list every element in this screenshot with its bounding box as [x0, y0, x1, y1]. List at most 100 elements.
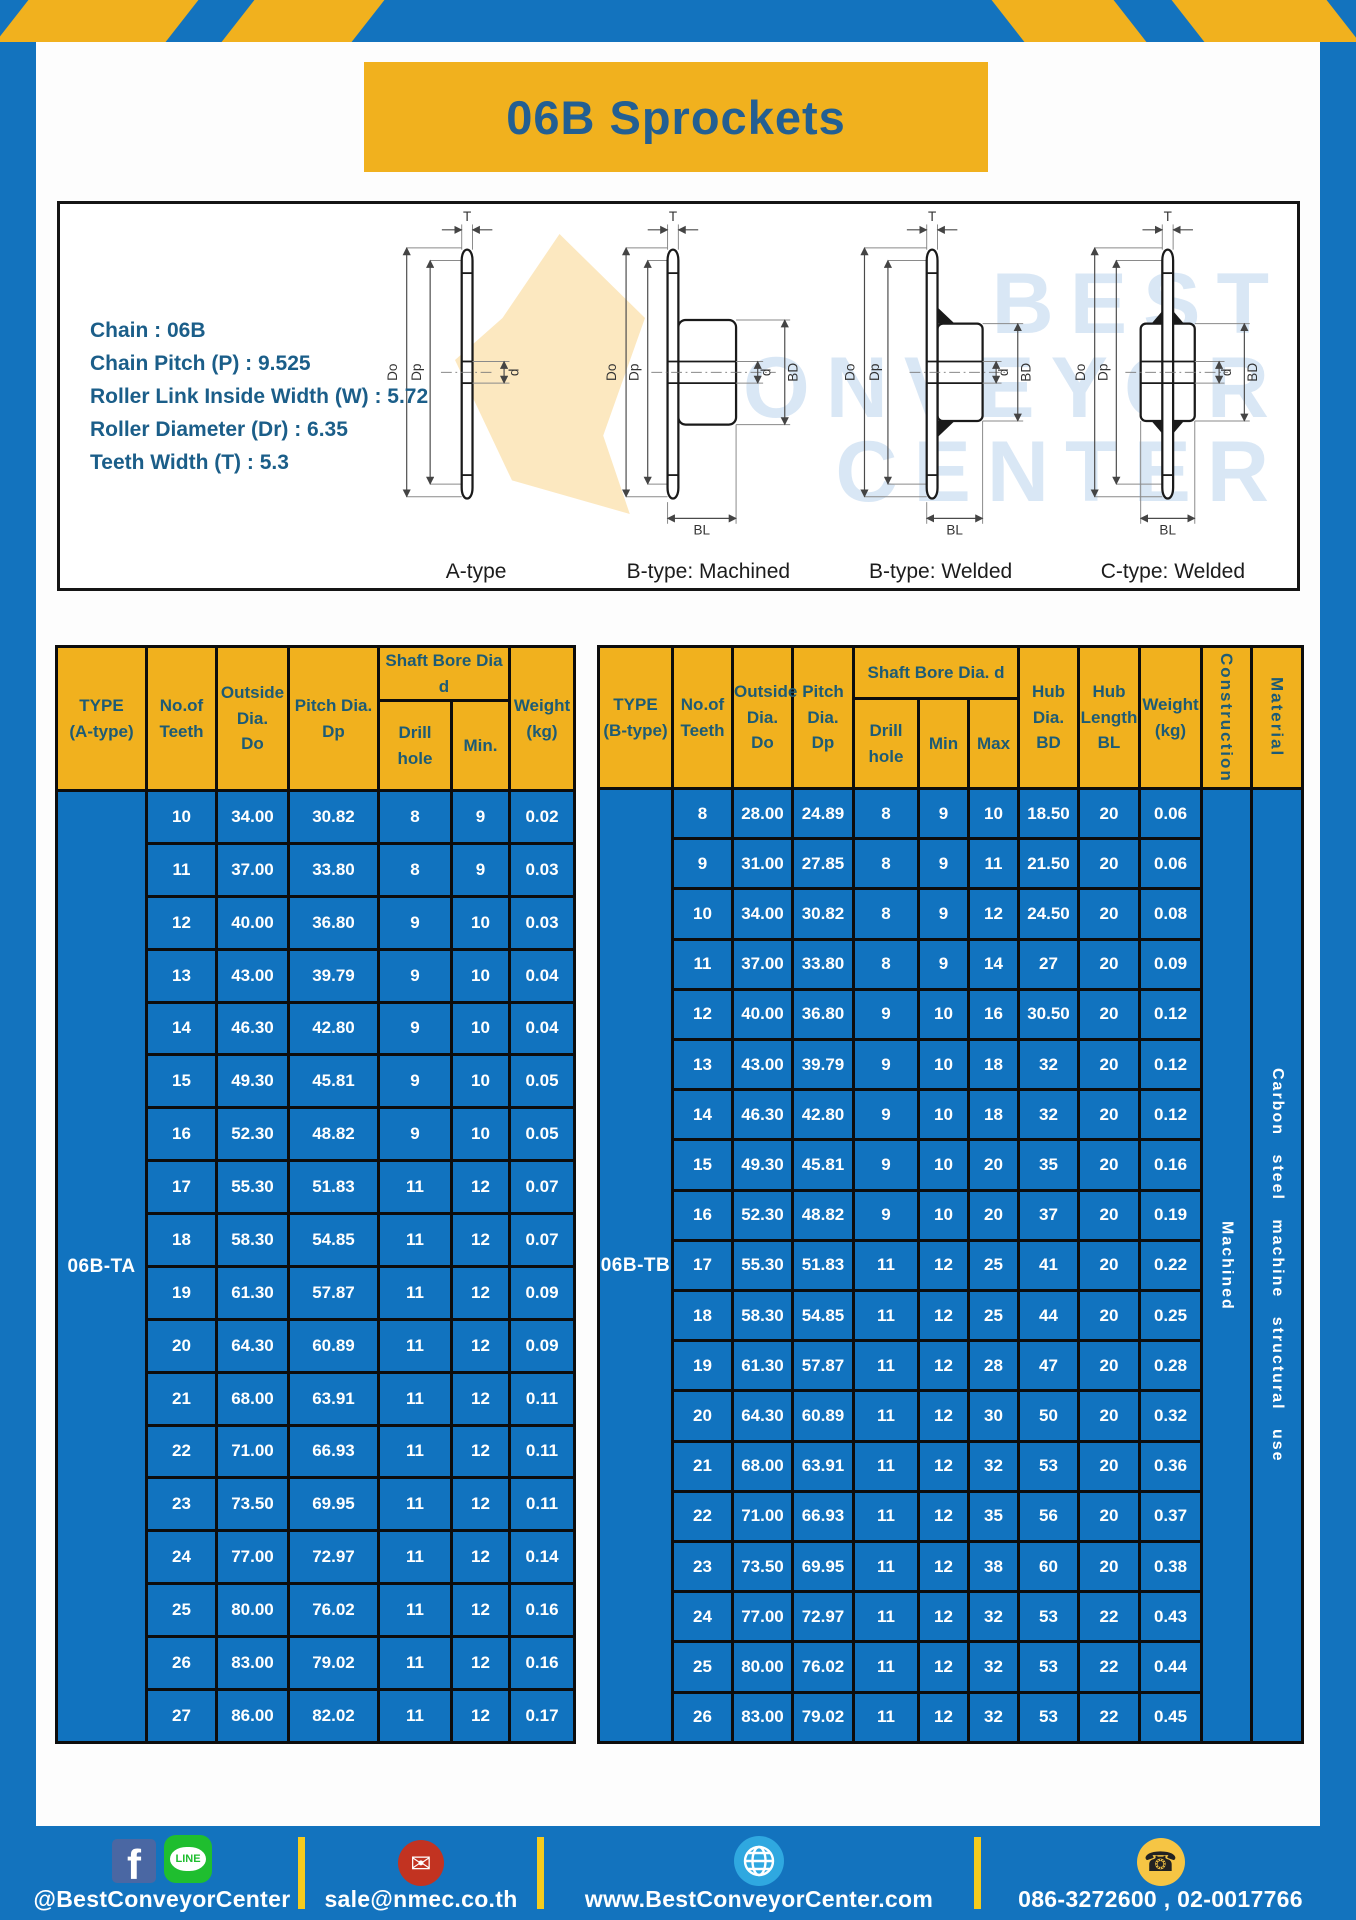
table-row: 19 61.30 57.87 11 12 28 47 20 0.28	[599, 1339, 1303, 1393]
table-cell: 10	[671, 887, 734, 941]
table-cell: 20	[1077, 937, 1141, 991]
decor-stripe	[0, 0, 202, 42]
table-cell: 11	[377, 1264, 453, 1321]
table-cell: 48.82	[287, 1106, 380, 1163]
table-cell: 61.30	[731, 1339, 794, 1393]
diagram-caption: C-type: Welded	[1100, 560, 1246, 583]
table-cell: 17	[145, 1159, 218, 1215]
table-cell: 10	[145, 789, 218, 845]
table-cell: 0.43	[1138, 1590, 1203, 1644]
table-cell: 12	[450, 1423, 511, 1480]
table-cell: 36.80	[791, 987, 855, 1042]
table-cell: 12	[450, 1582, 511, 1638]
phone-icon[interactable]: ☎	[1136, 1838, 1185, 1886]
phone-numbers[interactable]: 086-3272600 , 02-0017766	[1018, 1886, 1303, 1912]
table-cell: 16	[145, 1106, 218, 1163]
table-cell: 27	[1017, 937, 1080, 991]
website-url[interactable]: www.BestConveyorCenter.com	[584, 1886, 934, 1912]
table-cell: 42.80	[791, 1088, 855, 1142]
table-cell: 71.00	[215, 1423, 290, 1480]
table-cell: 20	[1077, 1138, 1141, 1192]
col-header-drill-hole: Drill hole	[377, 699, 453, 792]
table-cell: 19	[145, 1264, 218, 1321]
table-row: 17 55.30 51.83 11 12 0.07	[57, 1159, 576, 1215]
col-header-teeth: No.of Teeth	[671, 645, 734, 790]
col-header-pitch-dia: Pitch Dia. Dp	[791, 645, 855, 790]
svg-text:BL: BL	[1159, 523, 1176, 538]
col-header-min: Min.	[450, 699, 511, 792]
table-row: 06B-TB 8 28.00 24.89 8 9 10 18.50 20 0.06 Machined…	[597, 786, 1304, 1744]
table-cell: 37.00	[215, 841, 290, 898]
table-row: 22 71.00 66.93 11 12 35 56 20 0.37	[599, 1489, 1303, 1544]
table-cell: 20	[1077, 887, 1141, 941]
table-cell: 8	[377, 841, 453, 898]
facebook-icon[interactable]: f	[112, 1839, 156, 1883]
table-cell: 60.89	[791, 1389, 855, 1443]
table-cell: 66.93	[287, 1423, 380, 1480]
table-cell: 58.30	[215, 1212, 290, 1268]
table-cell: 0.05	[508, 1053, 576, 1110]
table-cell: 20	[1077, 1389, 1141, 1443]
table-cell: 12	[450, 1212, 511, 1268]
table-cell: 32	[967, 1690, 1020, 1745]
table-cell: 35	[967, 1489, 1020, 1544]
table-cell: 16	[967, 987, 1020, 1042]
table-cell: 83.00	[215, 1635, 290, 1691]
table-cell: 12	[450, 1317, 511, 1374]
contact-footer: f LINE @BestConveyorCenter ✉ sale@nmec.c…	[0, 1826, 1356, 1920]
table-cell: 10	[917, 1038, 970, 1092]
table-cell: 12	[145, 894, 218, 951]
col-header-material: Material	[1250, 645, 1304, 790]
svg-text:d: d	[507, 369, 522, 377]
col-header-weight: Weight (kg)	[1138, 645, 1203, 790]
facebook-handle[interactable]: @BestConveyorCenter	[33, 1886, 291, 1912]
table-cell: 15	[145, 1053, 218, 1110]
table-row: 20 64.30 60.89 11 12 0.09	[57, 1317, 576, 1374]
table-row: 14 46.30 42.80 9 10 0.04	[57, 1000, 576, 1057]
table-cell: 0.04	[508, 947, 576, 1004]
col-header-shaft-bore: Shaft Bore Dia d	[377, 645, 511, 702]
table-cell: 45.81	[791, 1138, 855, 1192]
table-cell: 11	[852, 1540, 920, 1594]
table-cell: 0.02	[508, 789, 576, 845]
line-icon[interactable]: LINE	[164, 1835, 212, 1883]
table-cell: 30	[967, 1389, 1020, 1443]
mail-icon[interactable]: ✉	[398, 1840, 444, 1886]
col-header-outside-dia: Outside Dia. Do	[731, 645, 797, 790]
svg-text:Dp: Dp	[866, 364, 881, 381]
table-cell: 44	[1017, 1289, 1080, 1343]
table-cell: 36.80	[287, 894, 380, 951]
diagram-b-type-machined: Do Dp T d	[592, 210, 824, 586]
table-cell: 0.07	[508, 1159, 576, 1215]
table-cell: 12	[917, 1389, 970, 1443]
b-type-machined-drawing: Do Dp T d	[604, 210, 800, 538]
globe-icon[interactable]	[734, 1836, 784, 1886]
table-cell: 10	[967, 786, 1020, 841]
svg-text:T: T	[1163, 210, 1171, 224]
table-row: 11 37.00 33.80 8 9 0.03	[57, 841, 576, 898]
table-cell: 0.36	[1138, 1439, 1203, 1493]
table-cell: 0.05	[508, 1106, 576, 1163]
table-cell: 9	[377, 1106, 453, 1163]
table-cell: 9	[852, 1138, 920, 1192]
email-address[interactable]: sale@nmec.co.th	[324, 1886, 518, 1912]
table-cell: 20	[1077, 1540, 1141, 1594]
svg-text:d: d	[759, 369, 774, 377]
table-cell: 9	[450, 841, 511, 898]
table-cell: 43.00	[215, 947, 290, 1004]
table-cell: 66.93	[791, 1489, 855, 1544]
sprocket-diagrams: Do Dp T d A-type	[360, 210, 1289, 586]
table-cell: 17	[671, 1238, 734, 1293]
table-cell: 9	[852, 987, 920, 1042]
table-cell: 40.00	[215, 894, 290, 951]
table-cell: 55.30	[731, 1238, 794, 1293]
table-cell: 25	[671, 1640, 734, 1694]
table-cell: 63.91	[287, 1370, 380, 1427]
table-cell: 20	[1077, 786, 1141, 841]
table-cell: 0.12	[1138, 1038, 1203, 1092]
table-cell: 0.06	[1138, 786, 1203, 841]
table-cell: 0.09	[1138, 937, 1203, 991]
table-cell: 25	[967, 1289, 1020, 1343]
svg-text:T: T	[669, 210, 677, 224]
